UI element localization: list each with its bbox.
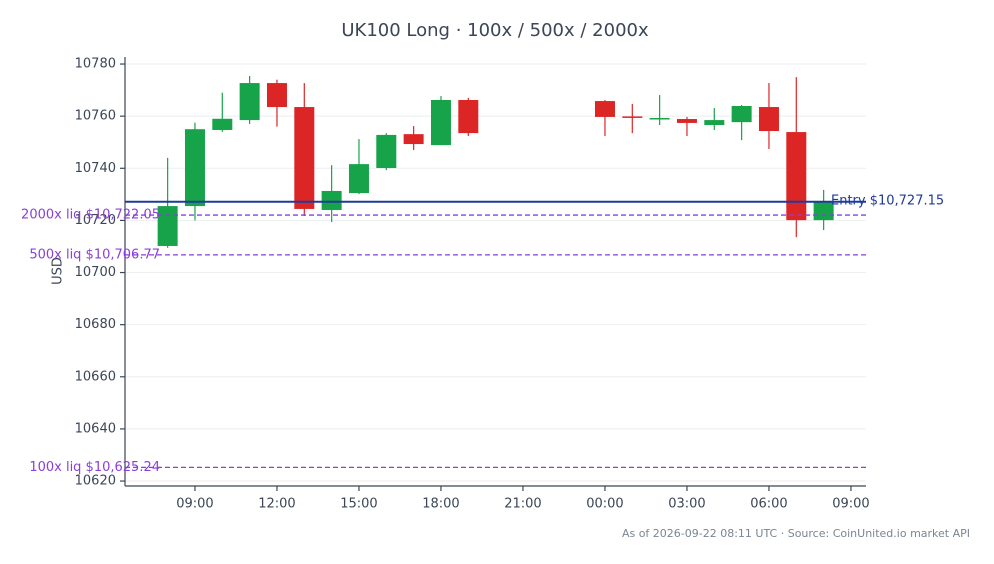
reference-label: 2000x liq $10,722.05 [21,208,160,223]
candle-body [403,134,424,145]
reference-label: 500x liq $10,706.77 [29,247,160,262]
y-tick-label: 10660 [75,369,116,384]
candle-body [212,118,233,130]
candle-body [239,83,260,121]
x-tick-label: 09:00 [832,497,869,512]
candle-body [430,100,451,146]
footnote: As of 2026-09-22 08:11 UTC · Source: Coi… [622,527,970,540]
x-tick-label: 12:00 [258,497,295,512]
y-tick-label: 10680 [75,317,116,332]
x-tick-label: 21:00 [504,497,541,512]
y-tick-label: 10720 [75,213,116,228]
y-tick-label: 10700 [75,265,116,280]
x-tick-label: 15:00 [340,497,377,512]
candle-body [294,107,315,209]
candle-body [321,190,342,210]
candle-body [458,100,479,134]
candle-body [266,83,287,108]
y-tick-label: 10740 [75,161,116,176]
chart-title: UK100 Long · 100x / 500x / 2000x [341,20,649,41]
x-tick-label: 03:00 [668,497,705,512]
y-tick-label: 10760 [75,109,116,124]
reference-label: Entry $10,727.15 [831,193,944,208]
candle-body [157,206,178,246]
candle-body [348,164,369,194]
candle-body [676,119,697,123]
candle-body [376,134,397,169]
x-tick-label: 18:00 [422,497,459,512]
candle-body [731,105,752,123]
x-tick-label: 00:00 [586,497,623,512]
reference-label: 100x liq $10,625.24 [29,460,160,475]
candle-body [704,120,725,126]
candle-body [649,117,670,120]
y-tick-label: 10640 [75,421,116,436]
candle-body [813,201,834,221]
candle-body [184,129,205,207]
candle-body [758,107,779,132]
y-axis-label: USD [51,257,66,285]
candle-body [594,101,615,117]
x-tick-label: 09:00 [176,497,213,512]
candle-body [786,132,807,221]
y-tick-label: 10620 [75,474,116,489]
candle-body [622,116,643,118]
x-tick-label: 06:00 [750,497,787,512]
y-tick-label: 10780 [75,57,116,72]
